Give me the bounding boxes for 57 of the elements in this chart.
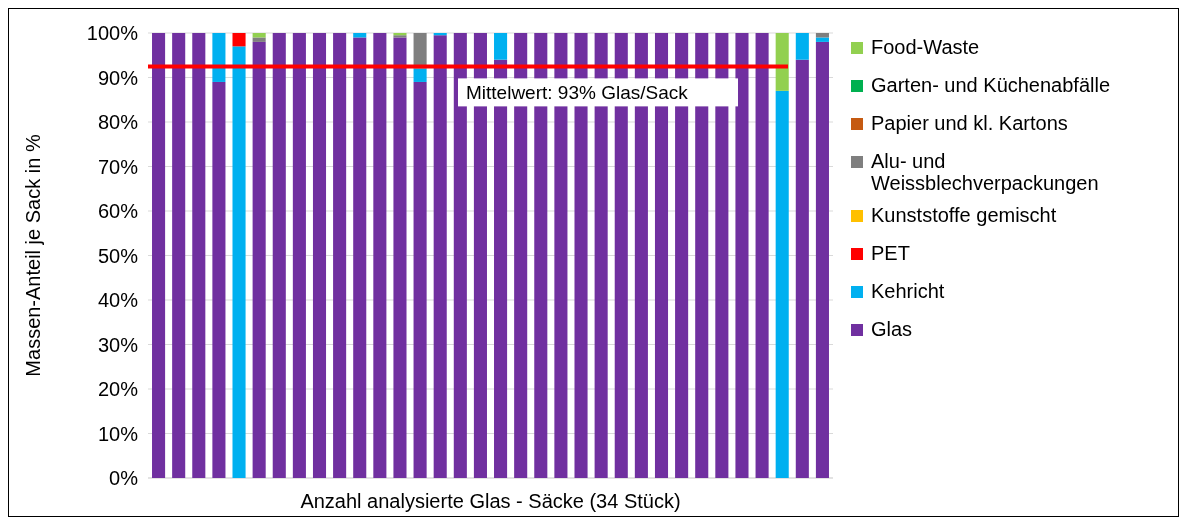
- y-tick-label: 80%: [97, 111, 139, 133]
- x-axis-title: Anzahl analysierte Glas - Säcke (34 Stück): [300, 490, 681, 512]
- bar: [192, 33, 206, 478]
- legend-label: Garten- und Küchenabfälle: [871, 74, 1111, 96]
- bar: [413, 68, 427, 82]
- bar: [494, 33, 508, 60]
- bar: [433, 33, 447, 36]
- y-tick-label: 70%: [97, 155, 139, 178]
- y-tick-label: 10%: [97, 422, 139, 445]
- bar: [393, 37, 407, 478]
- y-axis-title: Massen-Anteil je Sack in %: [22, 134, 44, 377]
- y-tick-label: 50%: [97, 244, 139, 267]
- bar: [433, 35, 447, 478]
- bar: [715, 33, 729, 478]
- bar: [815, 37, 829, 42]
- bar: [353, 37, 367, 478]
- bar: [795, 33, 809, 60]
- legend-label: PET: [871, 242, 910, 264]
- bar: [815, 41, 829, 478]
- legend-label: Glas: [871, 318, 913, 340]
- bar: [252, 37, 266, 42]
- legend-label: Papier und kl. Kartons: [871, 112, 1068, 134]
- bar: [695, 33, 709, 478]
- bar: [815, 33, 829, 38]
- bar: [353, 33, 367, 38]
- bar: [232, 33, 246, 47]
- y-tick-label: 40%: [97, 289, 139, 311]
- bar: [152, 33, 166, 478]
- bar: [413, 81, 427, 478]
- bar: [373, 33, 387, 478]
- bar: [212, 81, 226, 478]
- bar: [735, 33, 749, 478]
- ref-line-label: Mittelwert: 93% Glas/Sack: [466, 82, 689, 104]
- bar: [795, 59, 809, 478]
- legend-label: Kunststoffe gemischt: [871, 204, 1057, 226]
- y-tick-label: 90%: [97, 66, 139, 89]
- bar: [775, 90, 789, 478]
- legend-label: Alu- und Weissblechverpackungen: [871, 150, 1099, 194]
- y-tick-label: 20%: [97, 378, 139, 400]
- bar: [272, 33, 286, 478]
- legend-label: Food-Waste: [871, 36, 980, 58]
- bar: [775, 33, 789, 91]
- bar: [172, 33, 186, 478]
- y-tick-label: 100%: [86, 22, 139, 44]
- y-tick-label: 60%: [97, 200, 139, 222]
- bar: [333, 33, 347, 478]
- bar: [453, 33, 467, 478]
- bar: [312, 33, 327, 478]
- y-tick-label: 30%: [97, 333, 139, 356]
- bar: [292, 33, 306, 478]
- y-tick-label: 0%: [109, 467, 139, 489]
- bar: [755, 33, 769, 478]
- bar: [252, 33, 266, 38]
- bar: [252, 41, 266, 478]
- bar: [232, 46, 246, 478]
- bar: [212, 33, 226, 82]
- legend-label: Kehricht: [871, 280, 945, 302]
